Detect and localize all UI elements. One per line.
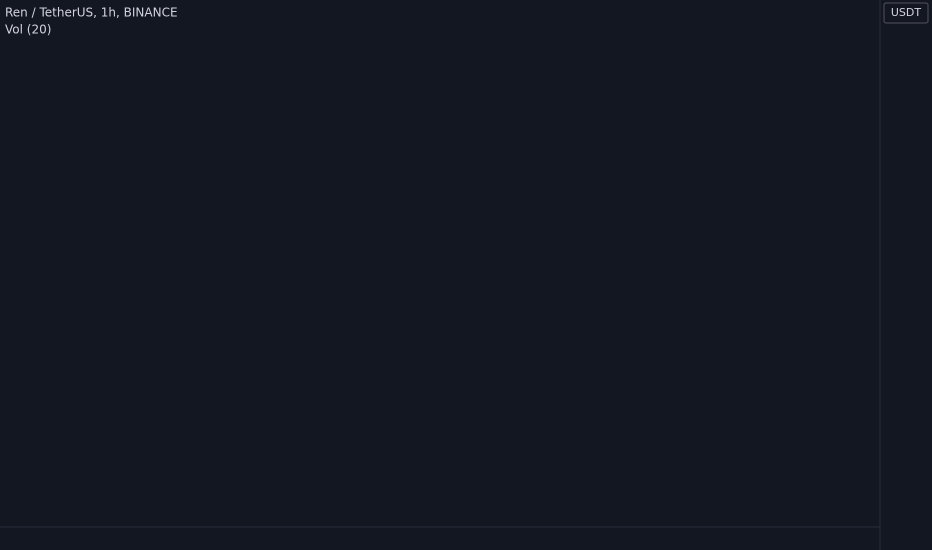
currency-label[interactable]: USDT bbox=[891, 6, 922, 19]
volume-legend[interactable]: Vol (20) bbox=[5, 23, 51, 37]
currency-box[interactable] bbox=[883, 2, 929, 24]
symbol-title[interactable]: Ren / TetherUS, 1h, BINANCE bbox=[5, 6, 178, 20]
